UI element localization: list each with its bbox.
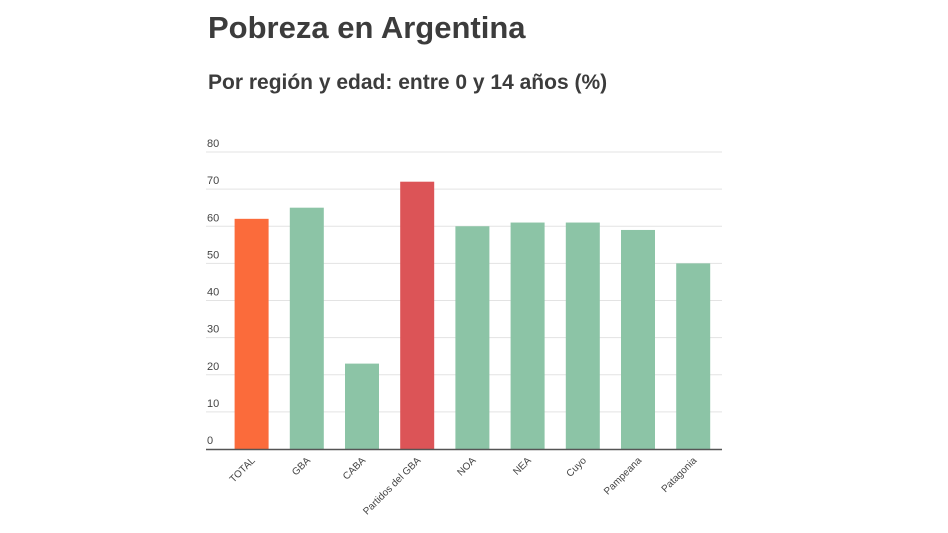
- chart-subtitle: Por región y edad: entre 0 y 14 años (%): [208, 71, 608, 94]
- y-tick-label: 10: [207, 398, 219, 410]
- x-tick-label: Pampeana: [602, 455, 644, 497]
- bars: [234, 181, 711, 449]
- bar-total: [234, 218, 269, 449]
- y-tick-label: 40: [207, 287, 219, 299]
- y-tick-label: 50: [207, 249, 219, 261]
- bar-caba: [345, 363, 379, 449]
- x-tick-label: GBA: [290, 455, 313, 478]
- y-tick-label: 30: [207, 324, 219, 336]
- bar-nea: [510, 222, 545, 449]
- x-tick-label: NOA: [455, 455, 478, 478]
- y-tick-label: 80: [207, 138, 219, 150]
- x-tick-label: TOTAL: [228, 455, 258, 485]
- y-tick-label: 70: [207, 175, 219, 187]
- x-tick-label: Patagonia: [660, 455, 700, 495]
- x-tick-label: CABA: [341, 455, 368, 482]
- bar-gba: [289, 207, 324, 449]
- y-tick-label: 60: [207, 212, 219, 224]
- y-tick-label: 0: [207, 435, 213, 447]
- bar-cuyo: [565, 222, 600, 449]
- x-tick-label: Partidos del GBA: [361, 455, 423, 517]
- chart-title: Pobreza en Argentina: [208, 10, 526, 45]
- y-tick-label: 20: [207, 361, 219, 373]
- x-tick-label: Cuyo: [565, 455, 590, 480]
- bar-patagonia: [676, 263, 711, 449]
- bar-noa: [455, 226, 490, 449]
- bar-partidos-del-gba: [400, 181, 435, 449]
- y-axis-ticks: 0 10 20 30 40 50 60 70 80: [207, 138, 219, 447]
- bar-pampeana: [621, 229, 655, 449]
- x-tick-label: NEA: [511, 455, 534, 478]
